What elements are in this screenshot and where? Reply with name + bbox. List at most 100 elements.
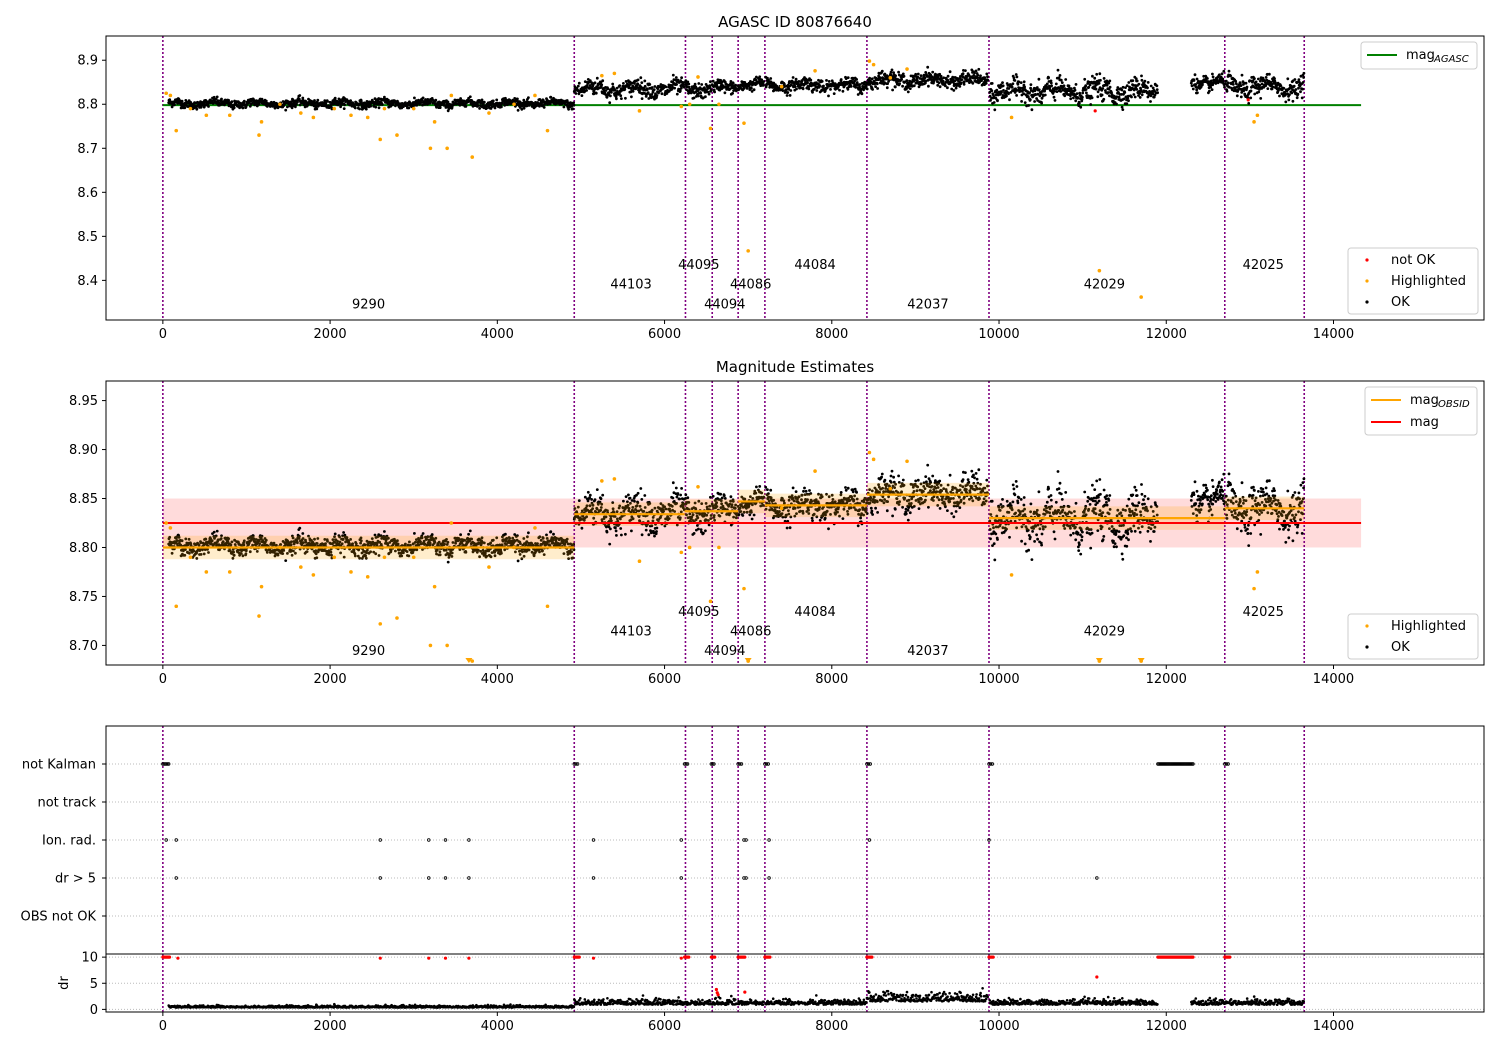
ok-point — [585, 89, 588, 92]
ok-point — [358, 107, 361, 111]
ok-point — [1253, 92, 1257, 96]
ok-point — [643, 494, 647, 497]
ok-point — [893, 85, 897, 89]
highlighted-point — [449, 93, 454, 98]
ok-point — [1257, 90, 1261, 94]
ok-point — [636, 78, 640, 82]
obsid-label: 42037 — [907, 298, 948, 313]
x-tick-label: 14000 — [1313, 672, 1354, 687]
highlighted-point — [717, 102, 721, 107]
ok-point — [704, 95, 707, 99]
highlighted-point — [1097, 268, 1102, 273]
ok-point — [1090, 96, 1094, 100]
ok-point — [295, 102, 298, 106]
ok-point — [600, 83, 604, 87]
ok-point — [1034, 93, 1037, 97]
ok-point — [1209, 85, 1213, 89]
ok-point — [459, 97, 462, 100]
ok-point — [660, 92, 664, 96]
agasc-legend-bottom: not OK Highlighted OK — [1347, 247, 1479, 315]
ok-point — [839, 78, 843, 81]
highlighted-point — [708, 126, 713, 131]
ok-point — [1240, 73, 1244, 77]
ok-point — [860, 92, 864, 96]
ok-point — [832, 92, 836, 95]
ok-point — [1127, 81, 1131, 84]
ok-point — [1130, 95, 1133, 99]
ok-point — [284, 559, 288, 562]
ok-point — [1001, 81, 1004, 84]
ok-point — [1043, 93, 1047, 97]
ok-point — [1211, 72, 1214, 76]
agasc-y-axis: 8.48.58.68.78.88.9 — [77, 54, 106, 289]
ok-point — [908, 87, 912, 90]
ok-point — [1247, 102, 1251, 105]
ok-point — [230, 100, 234, 104]
ok-point — [1115, 102, 1118, 106]
ok-point — [979, 74, 982, 78]
ok-point — [463, 99, 466, 103]
highlighted-point — [445, 146, 449, 151]
ok-point — [170, 105, 174, 109]
ok-point — [1121, 85, 1125, 89]
ok-point — [604, 89, 608, 92]
ok-point — [676, 492, 680, 495]
ok-point — [822, 84, 825, 88]
ok-point — [671, 496, 675, 500]
ok-point — [1081, 91, 1085, 95]
ok-point — [1210, 88, 1214, 91]
ok-point — [183, 106, 187, 110]
ok-point — [1083, 77, 1087, 81]
ok-point — [333, 532, 337, 536]
ok-point — [446, 100, 450, 104]
ok-point — [643, 84, 647, 88]
ok-point — [608, 101, 612, 105]
ok-point — [199, 100, 203, 104]
highlighted-point — [1255, 113, 1260, 118]
ok-point — [413, 532, 416, 535]
highlighted-point — [365, 115, 370, 120]
highlighted-point — [637, 109, 642, 113]
ok-point — [1063, 94, 1067, 98]
ok-point — [841, 89, 845, 93]
ok-point — [624, 80, 628, 83]
ok-point — [707, 92, 711, 96]
ok-point — [446, 109, 450, 113]
ok-point — [623, 87, 627, 91]
highlighted-point — [487, 111, 491, 115]
ok-point — [1206, 77, 1209, 80]
ok-point — [1245, 85, 1249, 89]
agasc-ok-points — [167, 65, 1306, 113]
y-tick-label: 8.4 — [77, 274, 98, 289]
ok-point — [1259, 97, 1263, 100]
ok-point — [674, 486, 678, 490]
ok-point — [971, 81, 975, 85]
x-tick-label: 8000 — [815, 327, 848, 342]
ok-point — [976, 73, 980, 77]
ok-point — [618, 84, 622, 87]
ok-point — [227, 98, 231, 102]
ok-point — [868, 76, 871, 80]
ok-point — [653, 534, 656, 538]
ok-point — [516, 97, 519, 101]
ok-point — [671, 73, 675, 77]
highlighted-point — [257, 133, 261, 137]
ok-point — [633, 499, 636, 503]
ok-point — [986, 78, 990, 82]
ok-point — [734, 83, 737, 87]
ok-point — [562, 105, 566, 109]
ok-point — [611, 82, 615, 86]
ok-point — [413, 96, 416, 100]
ok-point — [438, 106, 442, 109]
highlighted-point — [533, 93, 537, 98]
ok-point — [1231, 83, 1235, 86]
ok-point — [647, 97, 651, 100]
ok-point — [1020, 100, 1023, 103]
ok-point — [1297, 78, 1301, 82]
ok-point — [241, 104, 245, 107]
ok-point — [1108, 79, 1112, 83]
ok-point — [974, 69, 978, 73]
ok-point — [421, 532, 425, 535]
y-tick-label: 8.7 — [77, 142, 98, 157]
ok-point — [697, 94, 700, 98]
